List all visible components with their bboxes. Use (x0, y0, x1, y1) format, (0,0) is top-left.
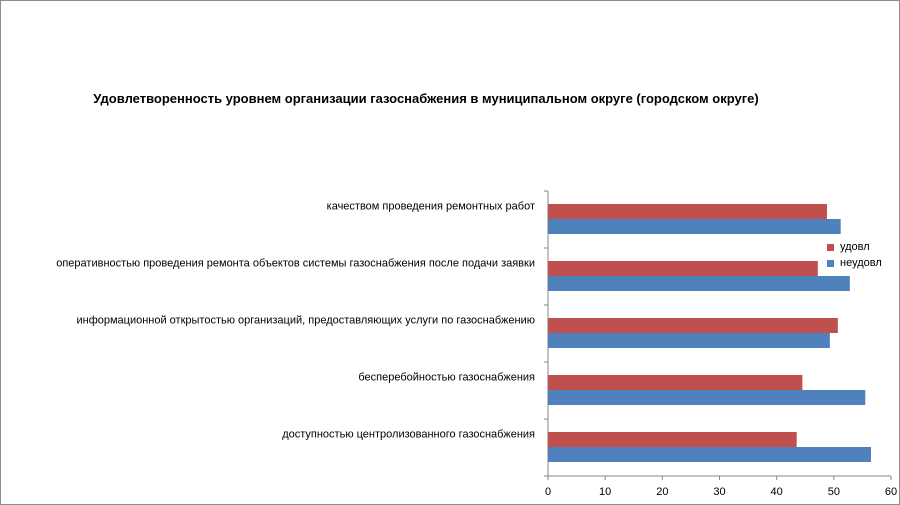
bar-udovl (548, 432, 797, 447)
x-tick-label: 30 (713, 486, 725, 498)
legend-item: неудовл (827, 255, 882, 271)
x-tick-label: 20 (656, 486, 668, 498)
legend-swatch (827, 259, 834, 267)
category-label: информационной открытостью организаций, … (76, 315, 535, 327)
category-label: оперативностью проведения ремонта объект… (56, 258, 535, 270)
legend: удовл неудовл (827, 239, 882, 271)
bar-neudovl (548, 447, 871, 462)
bar-neudovl (548, 333, 830, 348)
legend-label: удовл (840, 241, 870, 253)
category-label: качеством проведения ремонтных работ (327, 201, 535, 213)
bar-neudovl (548, 276, 850, 291)
x-tick-label: 10 (599, 486, 611, 498)
legend-item: удовл (827, 239, 882, 255)
bar-udovl (548, 204, 827, 219)
category-label: бесперебойностью газоснабжения (358, 372, 535, 384)
x-tick-label: 40 (771, 486, 783, 498)
bar-neudovl (548, 390, 866, 405)
bar-udovl (548, 375, 803, 390)
legend-label: неудовл (840, 257, 882, 269)
bar-udovl (548, 261, 818, 276)
legend-swatch (827, 243, 834, 251)
bar-udovl (548, 318, 838, 333)
x-tick-label: 50 (828, 486, 840, 498)
x-tick-label: 0 (545, 486, 551, 498)
chart-title: Удовлетворенность уровнем организации га… (93, 91, 759, 106)
x-tick-label: 60 (885, 486, 897, 498)
bar-neudovl (548, 219, 841, 234)
category-label: доступностью центролизованного газоснабж… (282, 429, 535, 441)
